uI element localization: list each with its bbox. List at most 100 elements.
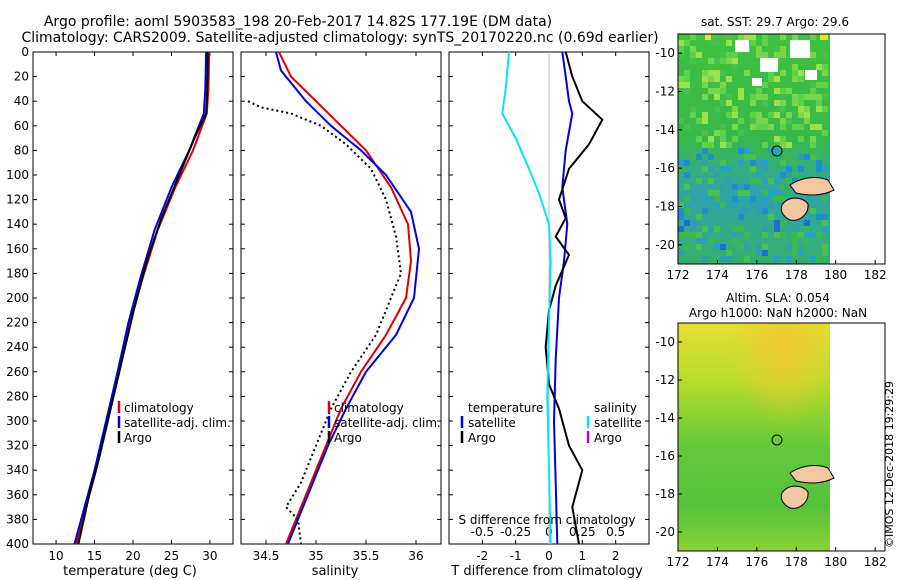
sla-map-frame	[677, 322, 886, 552]
sla-map-title-2: Argo h1000: NaN h2000: NaN	[689, 306, 867, 320]
sst-pixel	[708, 142, 714, 148]
sst-pixel	[798, 136, 804, 142]
sst-pixel	[756, 94, 762, 100]
sst-pixel	[816, 124, 822, 130]
sst-pixel	[768, 148, 774, 154]
sst-pixel	[690, 154, 696, 160]
sst-pixel	[732, 136, 738, 142]
sst-pixel	[738, 184, 744, 190]
x-tick-label: -2	[476, 549, 488, 563]
sst-pixel	[756, 46, 762, 52]
sst-pixel	[750, 166, 756, 172]
sst-pixel	[780, 118, 786, 124]
fiji-island-south	[780, 485, 809, 509]
sst-pixel	[714, 172, 720, 178]
sst-pixel	[804, 154, 810, 160]
sst-pixel	[702, 238, 708, 244]
sst-pixel	[726, 58, 732, 64]
sst-warm-pixel	[705, 34, 711, 40]
sst-pixel	[756, 112, 762, 118]
sst-pixel	[696, 232, 702, 238]
sst-pixel	[684, 124, 690, 130]
sst-pixel	[696, 238, 702, 244]
sst-pixel	[792, 70, 798, 76]
sst-pixel	[822, 220, 828, 226]
sst-pixel	[798, 94, 804, 100]
legend-label: satellite-adj. clim.	[334, 416, 441, 430]
sst-pixel	[774, 100, 780, 106]
sst-pixel	[708, 178, 714, 184]
sst-pixel	[792, 232, 798, 238]
sst-pixel	[678, 208, 684, 214]
sst-pixel	[732, 52, 738, 58]
sst-warm-pixel	[820, 34, 828, 40]
sst-pixel	[696, 214, 702, 220]
sst-pixel	[678, 232, 684, 238]
sst-pixel	[714, 76, 720, 82]
sst-pixel	[780, 124, 786, 130]
legend-title-temperature: temperature	[468, 401, 543, 415]
sst-pixel	[720, 244, 726, 250]
sst-pixel	[750, 34, 756, 40]
sst-pixel	[696, 220, 702, 226]
sst-pixel	[720, 88, 726, 94]
sst-pixel	[780, 106, 786, 112]
sst-pixel	[810, 148, 816, 154]
sst-pixel	[780, 232, 786, 238]
sst-pixel	[720, 184, 726, 190]
header-line-2: Climatology: CARS2009. Satellite-adjuste…	[21, 30, 658, 46]
sst-pixel	[762, 190, 768, 196]
sst-pixel	[696, 154, 702, 160]
sst-pixel	[678, 166, 684, 172]
sst-pixel	[684, 202, 690, 208]
legend-label: Argo	[594, 431, 622, 445]
sst-pixel	[732, 232, 738, 238]
x2-tick-label: -0.25	[500, 525, 531, 539]
map-y-tick-label: -20	[655, 525, 675, 539]
sst-pixel	[804, 112, 810, 118]
sst-pixel	[804, 94, 810, 100]
map-x-tick-label: 180	[824, 555, 847, 569]
sst-pixel	[768, 70, 774, 76]
depth-tick-label: 0	[21, 45, 29, 59]
depth-tick-label: 160	[6, 242, 29, 256]
sst-pixel	[690, 226, 696, 232]
sst-pixel	[702, 76, 708, 82]
sst-pixel	[780, 52, 786, 58]
sst-pixel	[708, 58, 714, 64]
sst-pixel	[732, 196, 738, 202]
sst-pixel	[798, 232, 804, 238]
sst-pixel	[756, 88, 762, 94]
map-y-tick-label: -12	[655, 85, 675, 99]
fiji-island-north	[789, 177, 835, 196]
sst-pixel	[762, 118, 768, 124]
depth-tick-label: 300	[6, 414, 29, 428]
depth-tick-label: 180	[6, 266, 29, 280]
sst-pixel	[714, 130, 720, 136]
sst-pixel	[792, 244, 798, 250]
sst-pixel	[708, 238, 714, 244]
sst-pixel	[738, 130, 744, 136]
map-x-tick-label: 178	[785, 268, 808, 282]
map-y-tick-label: -18	[655, 200, 675, 214]
sst-pixel	[798, 154, 804, 160]
sst-pixel	[774, 46, 780, 52]
sst-pixel	[726, 34, 732, 40]
sst-pixel	[750, 124, 756, 130]
sst-pixel	[804, 220, 810, 226]
sst-pixel	[696, 178, 702, 184]
sst-pixel	[684, 82, 690, 88]
legend-label: Argo	[334, 431, 362, 445]
sst-pixel	[798, 106, 804, 112]
sst-pixel	[696, 244, 702, 250]
x-tick-label: -1	[510, 549, 522, 563]
sst-pixel	[726, 76, 732, 82]
sst-pixel	[762, 250, 768, 256]
sla-map: 172 174 176 178 180 182 -10 -12 -14 -16 -18 -20	[655, 322, 887, 569]
depth-tick-label: 80	[14, 143, 29, 157]
sst-pixel	[762, 52, 768, 58]
sst-pixel	[720, 70, 726, 76]
map-x-tick-label: 172	[667, 268, 690, 282]
sst-pixel	[744, 244, 750, 250]
